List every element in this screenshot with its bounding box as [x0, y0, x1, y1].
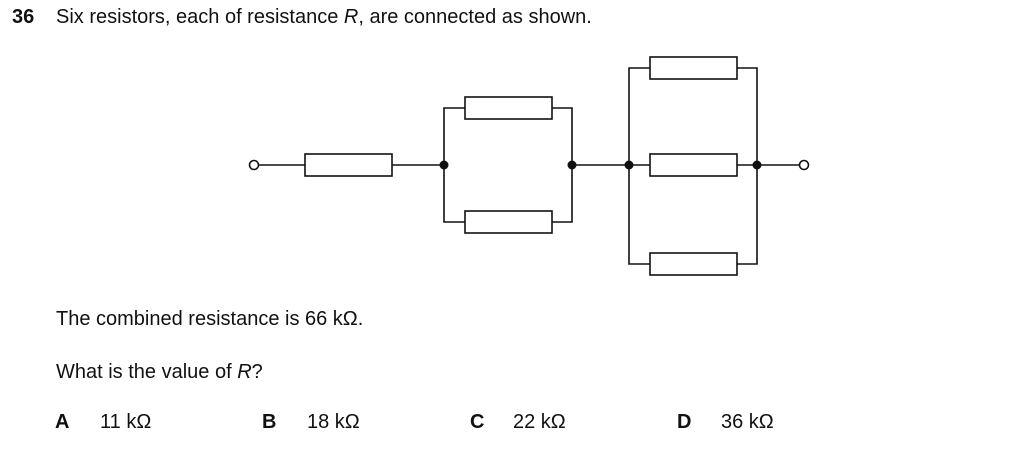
question-prompt: What is the value of R?	[56, 361, 263, 384]
prompt-symbol-r: R	[237, 361, 252, 383]
resistor-series	[304, 153, 393, 177]
question-number: 36	[12, 6, 35, 28]
circuit-diagram	[248, 56, 810, 276]
stem-symbol-r: R	[343, 6, 359, 28]
junction-node-4	[752, 160, 762, 170]
stem-suffix: , are connected as shown.	[358, 6, 592, 28]
option-c-letter[interactable]: C	[470, 411, 485, 433]
junction-node-3	[624, 160, 634, 170]
option-b-value[interactable]: 18 kΩ	[307, 411, 360, 433]
junction-node-2	[567, 160, 577, 170]
answer-options: A 11 kΩ B 18 kΩ C 22 kΩ D 36 kΩ	[0, 411, 1024, 439]
resistor-group2-bottom	[649, 252, 738, 276]
resistor-group2-top	[649, 56, 738, 80]
prompt-prefix: What is the value of	[56, 361, 238, 383]
stem-prefix: Six resistors, each of resistance	[56, 6, 344, 28]
option-d-value[interactable]: 36 kΩ	[721, 411, 774, 433]
option-d-letter[interactable]: D	[677, 411, 692, 433]
terminal-output	[798, 159, 810, 171]
prompt-suffix: ?	[251, 361, 263, 383]
option-a-letter[interactable]: A	[55, 411, 70, 433]
option-c-value[interactable]: 22 kΩ	[513, 411, 566, 433]
junction-node-1	[439, 160, 449, 170]
option-a-value[interactable]: 11 kΩ	[100, 411, 152, 433]
resistor-group1-top	[464, 96, 553, 120]
option-b-letter[interactable]: B	[262, 411, 277, 433]
resistor-group1-bottom	[464, 210, 553, 234]
resistor-group2-middle	[649, 153, 738, 177]
combined-resistance-text: The combined resistance is 66 kΩ.	[56, 308, 364, 330]
question-stem: Six resistors, each of resistance R, are…	[56, 6, 592, 29]
terminal-input	[248, 159, 260, 171]
